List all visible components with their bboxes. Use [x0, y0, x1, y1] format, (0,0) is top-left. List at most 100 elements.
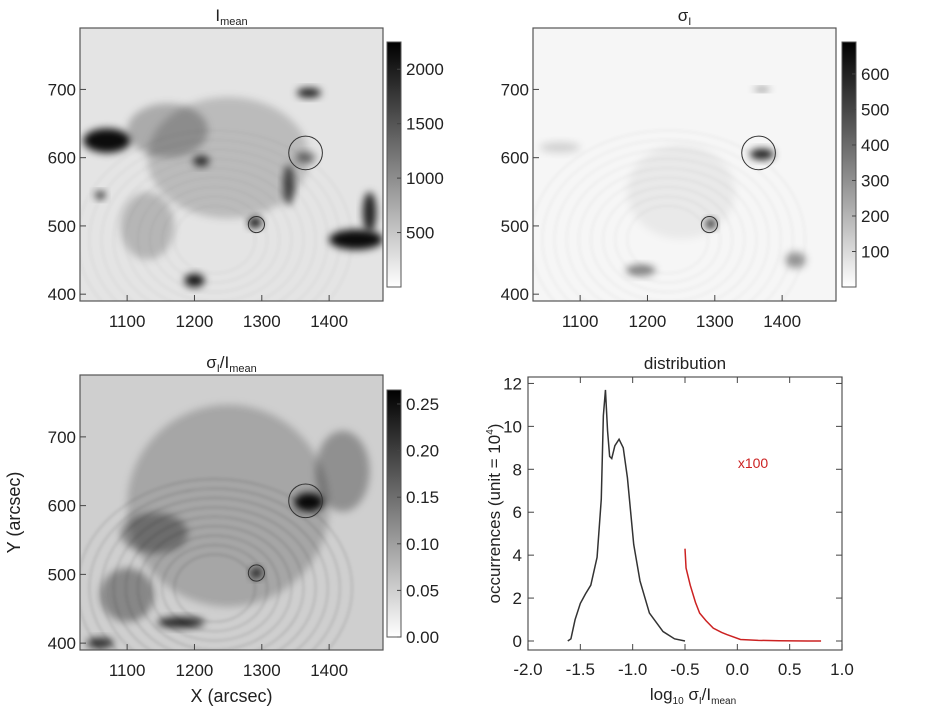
colorbar-tick-label: 600 — [861, 65, 889, 84]
x-tick-label: 1.0 — [830, 660, 854, 679]
scale-annotation: x100 — [738, 455, 769, 471]
y-tick-label: 400 — [48, 634, 76, 653]
x-tick-label: 1100 — [109, 661, 146, 680]
title-main: σ — [678, 6, 689, 25]
ylabel-superscript: 4 — [485, 429, 496, 435]
x-tick-label: -2.0 — [513, 660, 542, 679]
xlabel-imean: /I — [702, 685, 711, 704]
xlabel-subscript: I — [699, 696, 702, 707]
x-tick-label: -1.0 — [618, 660, 647, 679]
y-tick-label: 10 — [503, 417, 522, 436]
panel-title: σI/Imean — [206, 353, 257, 375]
colorbar — [386, 41, 402, 288]
coronal-loop — [578, 167, 758, 301]
coronal-loop — [101, 148, 329, 301]
region-circle — [741, 135, 776, 171]
heatmap-image — [80, 28, 383, 301]
coronal-loop — [554, 148, 782, 301]
coronal-loop — [566, 158, 770, 301]
x-tick-label: 1200 — [629, 312, 667, 331]
coronal-loop — [173, 205, 256, 274]
coronal-loop — [541, 139, 794, 301]
ylabel-text: occurrences (unit = 10 — [485, 435, 504, 604]
colorbar-tick-label: 2000 — [406, 60, 444, 79]
bright-feature — [749, 148, 775, 160]
xlabel-subscript: 10 — [673, 696, 685, 707]
bright-feature — [184, 273, 205, 288]
coronal-loop — [125, 167, 305, 301]
coronal-loop — [125, 516, 305, 650]
region-circle — [288, 483, 323, 519]
title-subscript: I — [688, 16, 691, 28]
y-tick-label: 400 — [501, 285, 529, 304]
bright-feature — [625, 264, 656, 276]
x-axis-label: X (arcsec) — [190, 686, 272, 706]
bright-feature — [315, 430, 370, 512]
x-tick-label: 1100 — [562, 312, 599, 331]
x-tick-label: 1400 — [310, 312, 348, 331]
colorbar-tick-label: 0.05 — [406, 581, 439, 600]
bright-feature — [86, 637, 114, 649]
title-rest: /I — [220, 353, 229, 372]
bright-feature — [785, 251, 806, 269]
colorbar-tick-label: 200 — [861, 207, 889, 226]
coronal-loop — [161, 544, 268, 632]
colorbar-tick-label: 500 — [406, 224, 434, 243]
colorbar — [841, 41, 857, 288]
y-tick-label: 600 — [48, 149, 76, 168]
histogram-line — [567, 389, 686, 642]
y-tick-label: 6 — [513, 503, 522, 522]
panel-title: Imean — [215, 6, 247, 28]
colorbar-tick-label: 1500 — [406, 115, 444, 134]
coronal-loop — [614, 195, 721, 284]
scaled-histogram-line — [684, 548, 822, 642]
ylabel-end: ) — [485, 424, 504, 430]
bright-feature — [753, 87, 771, 92]
plot-frame — [79, 374, 384, 651]
y-tick-label: 0 — [513, 632, 522, 651]
bright-feature — [362, 192, 377, 233]
y-tick-label: 8 — [513, 460, 522, 479]
colorbar-tick-label: 0.00 — [406, 628, 439, 647]
coronal-loop — [137, 525, 292, 650]
y-tick-label: 600 — [501, 149, 529, 168]
coronal-loop — [80, 478, 353, 650]
y-tick-label: 700 — [48, 80, 76, 99]
y-tick-label: 500 — [501, 217, 529, 236]
coronal-loop — [137, 177, 292, 301]
xlabel-subscript: mean — [711, 696, 736, 707]
colorbar-tick-label: 400 — [861, 136, 889, 155]
colorbar-tick-label: 300 — [861, 171, 889, 190]
heatmap-image — [80, 375, 383, 650]
x-axis-label: log10 σI/Imean — [650, 685, 736, 707]
region-circle — [288, 135, 323, 171]
coronal-loop — [626, 205, 709, 274]
bright-feature — [329, 229, 383, 250]
y-tick-label: 700 — [48, 428, 76, 447]
panel-title: distribution — [644, 354, 726, 373]
x-tick-label: 0.5 — [778, 660, 802, 679]
title-subscript: mean — [229, 363, 257, 375]
bright-feature — [147, 97, 309, 219]
coronal-loop — [80, 130, 353, 301]
plot-frame — [79, 27, 384, 302]
colorbar-tick-label: 0.25 — [406, 395, 439, 414]
bright-feature — [127, 404, 330, 607]
y-tick-label: 500 — [48, 565, 76, 584]
xlabel-log: log — [650, 685, 673, 704]
coronal-loop — [101, 497, 329, 650]
region-circle — [700, 215, 718, 234]
coronal-loop — [149, 535, 280, 642]
title-subscript: mean — [220, 16, 248, 28]
colorbar-tick-label: 0.15 — [406, 488, 439, 507]
x-tick-label: 1300 — [696, 312, 734, 331]
title-main: σ — [206, 353, 217, 372]
coronal-loop — [88, 488, 341, 650]
x-tick-label: -1.5 — [566, 660, 595, 679]
x-tick-label: 1400 — [763, 312, 801, 331]
coronal-loop — [149, 186, 280, 293]
coronal-loop — [113, 506, 317, 650]
y-tick-label: 600 — [48, 497, 76, 516]
x-tick-label: 1300 — [243, 312, 281, 331]
